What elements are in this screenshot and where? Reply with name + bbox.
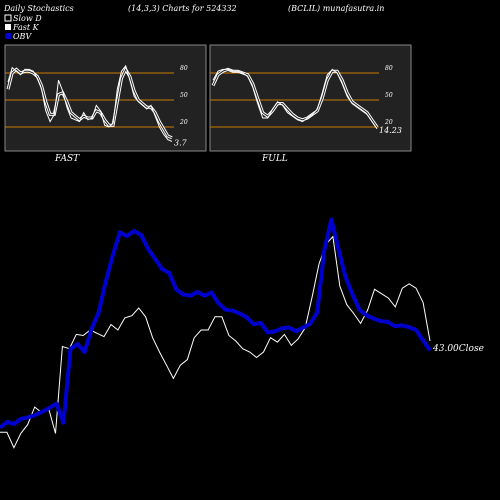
full-fast-k-line	[212, 68, 378, 130]
full-last-value-label: 14.23	[379, 126, 402, 135]
legend: Slow D Fast K OBV	[4, 14, 42, 41]
full-tick-label-80: 80	[385, 65, 393, 72]
price-obv-panel	[0, 217, 432, 449]
header-right: (BCLIL) munafasutra.in	[288, 4, 384, 13]
close-price-line	[0, 235, 431, 449]
full-panel-title: FULL	[261, 154, 288, 164]
legend-label-fast-k: Fast K	[12, 23, 40, 32]
fast-tick-label-50: 50	[180, 92, 188, 99]
fast-panel-title: FAST	[54, 154, 80, 164]
legend-swatch-slow-d	[4, 14, 12, 22]
header-center: (14,3,3) Charts for 524332	[128, 4, 237, 13]
fast-last-value-label: 3.7	[174, 138, 188, 147]
full-panel-frame	[209, 44, 412, 152]
fast-fast-k-line	[7, 64, 173, 142]
legend-label-slow-d: Slow D	[13, 14, 42, 23]
fast-panel-frame	[4, 44, 207, 152]
header-left: Daily Stochastics	[3, 4, 74, 13]
fast-tick-label-80: 80	[180, 65, 188, 72]
close-price-value: 43.00	[432, 344, 459, 354]
close-price-label: 43.00Close	[432, 344, 484, 354]
legend-swatch-obv	[5, 33, 11, 39]
fast-stochastic-panel: 80 50 20 3.7	[4, 44, 207, 152]
full-tick-label-20: 20	[384, 119, 393, 126]
obv-line	[0, 217, 432, 430]
full-tick-label-50: 50	[385, 92, 393, 99]
close-price-suffix: Close	[459, 344, 484, 354]
legend-label-obv: OBV	[13, 32, 32, 41]
legend-swatch-fast-k	[5, 24, 11, 30]
fast-tick-label-20: 20	[179, 119, 188, 126]
